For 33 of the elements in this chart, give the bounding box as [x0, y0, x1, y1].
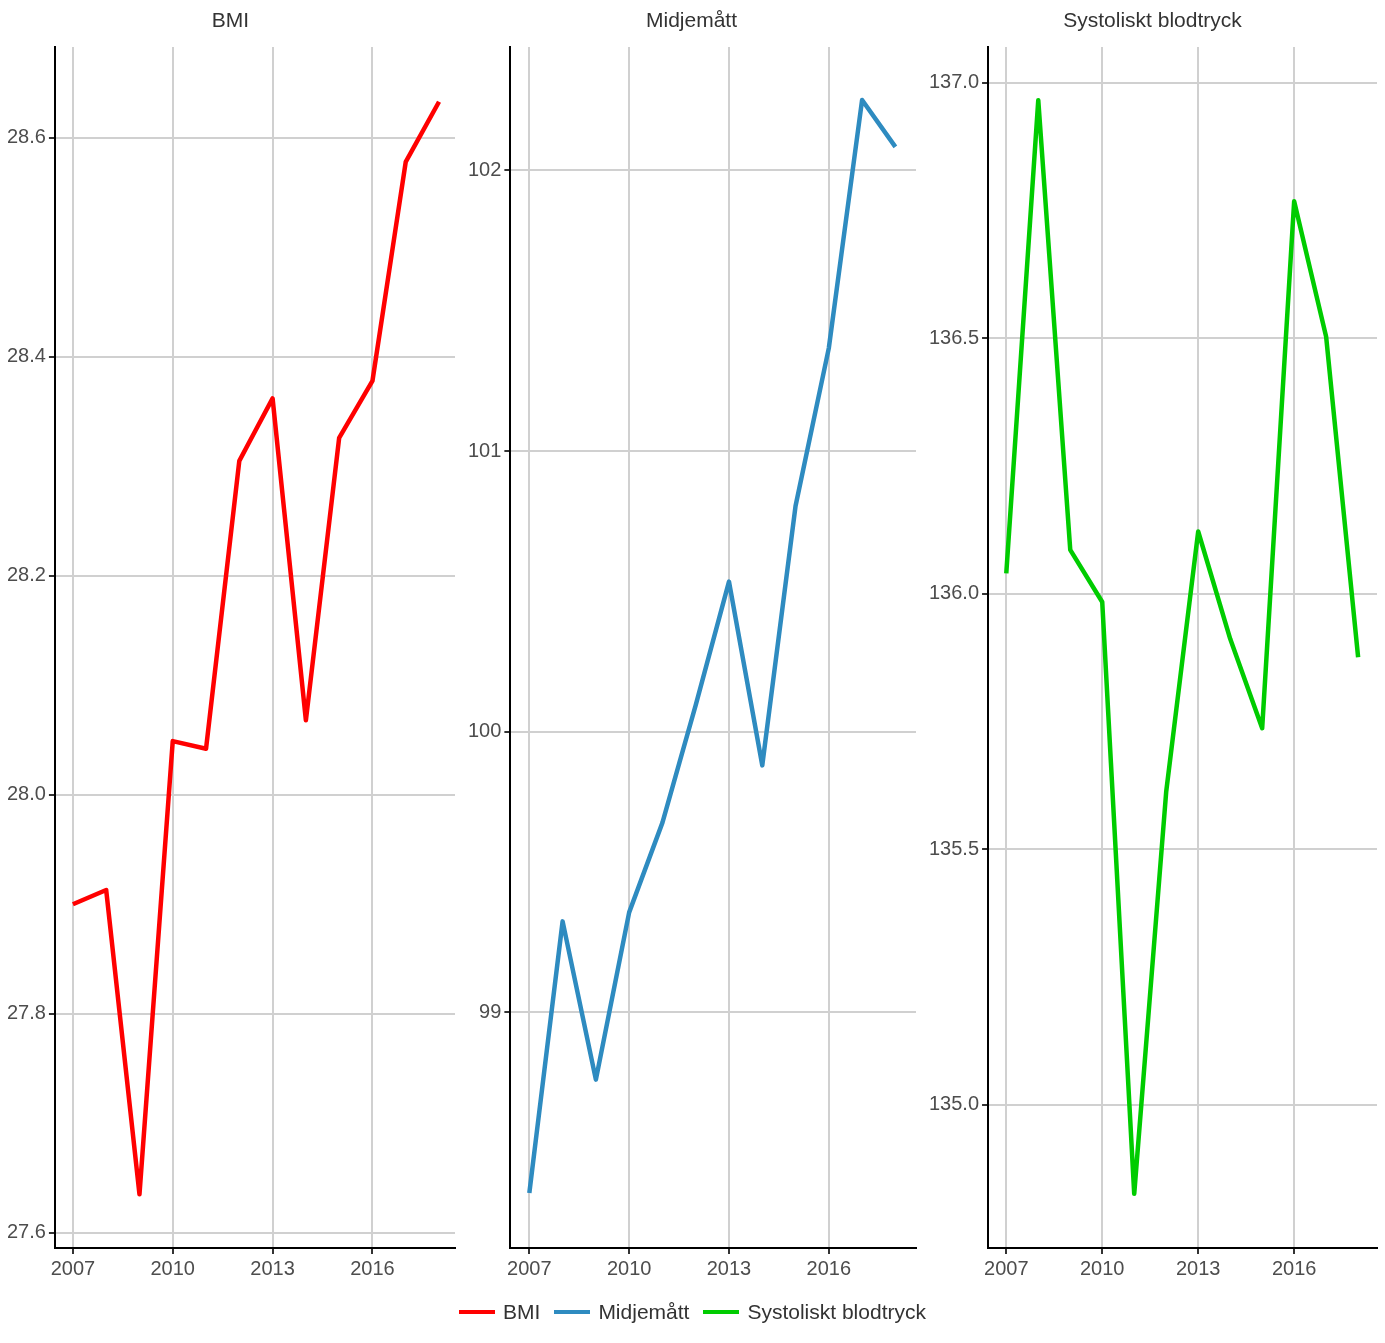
x-tick-label: 2016	[1271, 1256, 1317, 1279]
x-tick-label: 2013	[1175, 1256, 1221, 1279]
y-tick-label: 135.5	[928, 836, 980, 859]
y-tick-label: 137.0	[928, 70, 980, 93]
y-tick-label: 28.2	[6, 563, 46, 586]
y-tick-label: 100	[467, 719, 502, 742]
x-tick-label: 2007	[50, 1256, 96, 1279]
y-tick-label: 28.0	[6, 782, 46, 805]
legend-label: BMI	[503, 1300, 541, 1324]
legend-label: Systoliskt blodtryck	[747, 1300, 926, 1324]
x-tick-label: 2007	[984, 1256, 1029, 1279]
x-tick-label: 2007	[507, 1256, 552, 1279]
chart-title: BMI	[210, 7, 251, 32]
y-tick-label: 136.0	[928, 581, 980, 604]
x-tick-label: 2010	[1079, 1256, 1125, 1279]
y-tick-label: 136.5	[928, 325, 980, 348]
chart-title: Midjemått	[645, 7, 738, 32]
y-tick-label: 135.0	[928, 1092, 980, 1115]
y-tick-label: 99	[479, 999, 502, 1022]
y-tick-label: 101	[467, 438, 502, 461]
legend-label: Midjemått	[598, 1300, 690, 1324]
x-tick-label: 2010	[150, 1256, 195, 1279]
x-tick-label: 2010	[606, 1256, 652, 1279]
x-tick-label: 2013	[250, 1256, 295, 1279]
x-tick-label: 2016	[806, 1256, 852, 1279]
y-tick-label: 102	[467, 157, 502, 180]
y-tick-label: 27.6	[6, 1220, 46, 1243]
y-tick-label: 27.8	[6, 1001, 46, 1024]
x-tick-label: 2013	[706, 1256, 752, 1279]
chart-title: Systoliskt blodtryck	[1062, 7, 1243, 32]
y-tick-label: 28.4	[6, 344, 46, 367]
x-tick-label: 2016	[350, 1256, 395, 1279]
y-tick-label: 28.6	[6, 125, 46, 148]
